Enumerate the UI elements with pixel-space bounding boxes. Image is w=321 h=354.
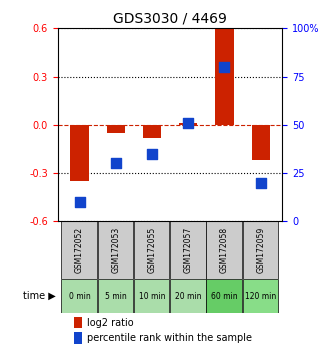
FancyBboxPatch shape (243, 221, 278, 279)
Text: time ▶: time ▶ (23, 291, 56, 301)
FancyBboxPatch shape (61, 221, 97, 279)
Text: GSM172053: GSM172053 (111, 227, 120, 274)
Point (150, 151, 155, 157)
Text: 0 min: 0 min (69, 292, 91, 301)
Bar (143, 125, 161, 138)
FancyBboxPatch shape (134, 221, 169, 279)
Text: log2 ratio: log2 ratio (87, 318, 134, 327)
Text: GSM172057: GSM172057 (184, 227, 193, 274)
Bar (74, 332, 82, 344)
Text: percentile rank within the sample: percentile rank within the sample (87, 333, 252, 343)
Bar (179, 123, 197, 125)
Text: 60 min: 60 min (211, 292, 238, 301)
Point (77, 199, 82, 205)
FancyBboxPatch shape (206, 279, 242, 313)
Bar (215, 28, 234, 125)
Title: GDS3030 / 4469: GDS3030 / 4469 (113, 12, 227, 26)
FancyBboxPatch shape (206, 221, 242, 279)
Text: 5 min: 5 min (105, 292, 127, 301)
Point (222, 64, 227, 70)
Text: 10 min: 10 min (139, 292, 165, 301)
Point (113, 161, 118, 166)
Text: 120 min: 120 min (245, 292, 276, 301)
Bar (71, 125, 89, 181)
FancyBboxPatch shape (134, 279, 169, 313)
FancyBboxPatch shape (98, 279, 133, 313)
FancyBboxPatch shape (61, 279, 97, 313)
Text: GSM172052: GSM172052 (75, 227, 84, 273)
Point (186, 120, 191, 126)
Bar (107, 125, 125, 133)
Bar (74, 316, 82, 329)
FancyBboxPatch shape (98, 221, 133, 279)
Text: GSM172059: GSM172059 (256, 227, 265, 274)
Point (258, 180, 263, 185)
FancyBboxPatch shape (170, 279, 206, 313)
Text: GSM172055: GSM172055 (148, 227, 157, 274)
FancyBboxPatch shape (243, 279, 278, 313)
Bar (252, 125, 270, 160)
Text: GSM172058: GSM172058 (220, 227, 229, 273)
Text: 20 min: 20 min (175, 292, 202, 301)
FancyBboxPatch shape (170, 221, 206, 279)
